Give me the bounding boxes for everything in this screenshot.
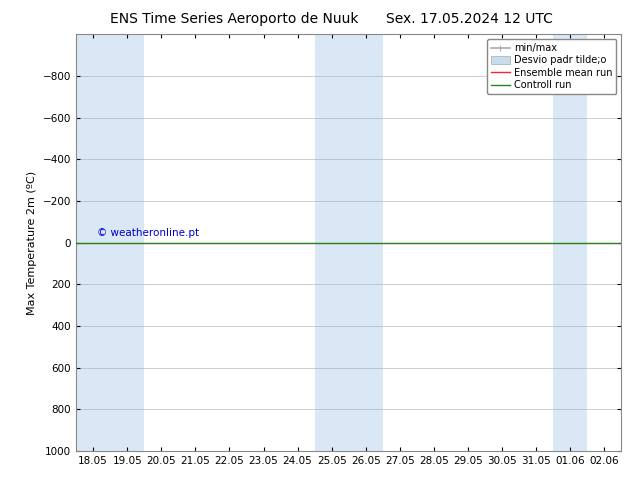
Text: Sex. 17.05.2024 12 UTC: Sex. 17.05.2024 12 UTC [385,12,553,26]
Legend: min/max, Desvio padr tilde;o, Ensemble mean run, Controll run: min/max, Desvio padr tilde;o, Ensemble m… [487,39,616,94]
Y-axis label: Max Temperature 2m (ºC): Max Temperature 2m (ºC) [27,171,37,315]
Bar [553,34,587,451]
Bar [314,34,383,451]
Bar [76,34,144,451]
Text: © weatheronline.pt: © weatheronline.pt [97,228,200,238]
Text: ENS Time Series Aeroporto de Nuuk: ENS Time Series Aeroporto de Nuuk [110,12,359,26]
